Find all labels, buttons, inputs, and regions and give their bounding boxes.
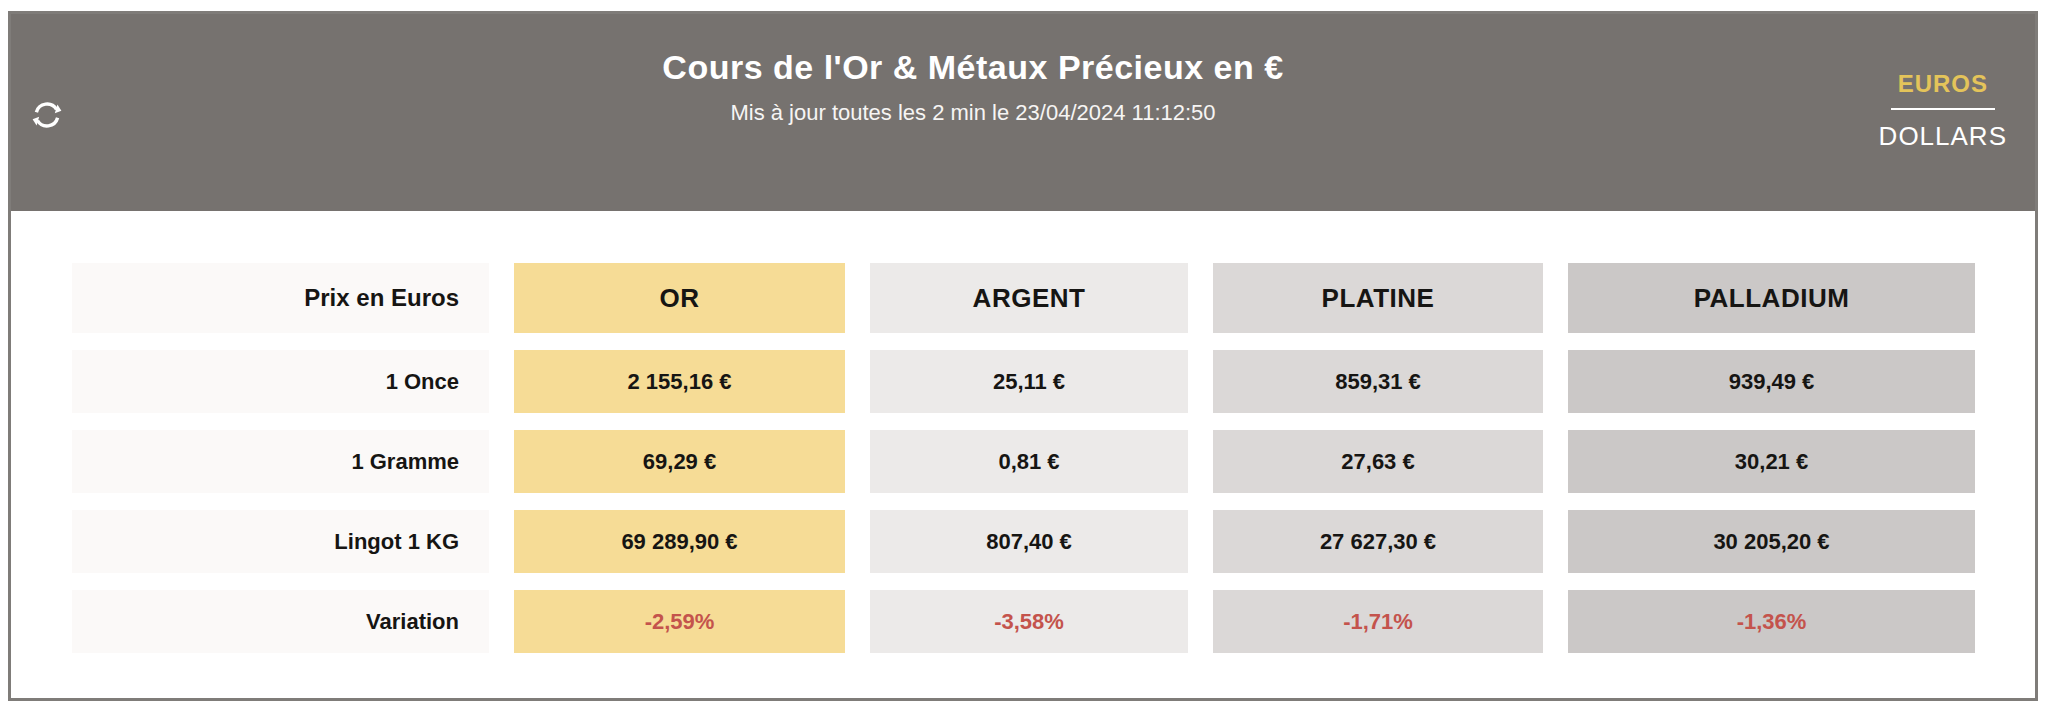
price-argent-once: 25,11 €	[870, 350, 1188, 413]
price-platine-gramme: 27,63 €	[1213, 430, 1543, 493]
col-header-platine: PLATINE	[1213, 263, 1543, 333]
price-platine-once: 859,31 €	[1213, 350, 1543, 413]
price-palladium-once: 939,49 €	[1568, 350, 1975, 413]
precious-metals-price-widget: Cours de l'Or & Métaux Précieux en € Mis…	[8, 11, 2038, 701]
row-label-lingot: Lingot 1 KG	[72, 510, 489, 573]
page-title: Cours de l'Or & Métaux Précieux en €	[0, 48, 1985, 87]
price-palladium-lingot: 30 205,20 €	[1568, 510, 1975, 573]
price-palladium-gramme: 30,21 €	[1568, 430, 1975, 493]
col-header-or: OR	[514, 263, 845, 333]
last-updated-text: Mis à jour toutes les 2 min le 23/04/202…	[0, 100, 1985, 126]
row-label-variation: Variation	[72, 590, 489, 653]
currency-divider	[1891, 108, 1995, 110]
price-argent-lingot: 807,40 €	[870, 510, 1188, 573]
row-label-once: 1 Once	[72, 350, 489, 413]
price-argent-gramme: 0,81 €	[870, 430, 1188, 493]
variation-platine: -1,71%	[1213, 590, 1543, 653]
price-table: Prix en Euros OR ARGENT PLATINE PALLADIU…	[11, 211, 2035, 653]
price-or-once: 2 155,16 €	[514, 350, 845, 413]
col-header-argent: ARGENT	[870, 263, 1188, 333]
corner-header-prix-en-euros: Prix en Euros	[72, 263, 489, 333]
variation-palladium: -1,36%	[1568, 590, 1975, 653]
price-or-gramme: 69,29 €	[514, 430, 845, 493]
currency-toggle: EUROS DOLLARS	[1879, 70, 2007, 152]
price-or-lingot: 69 289,90 €	[514, 510, 845, 573]
col-header-palladium: PALLADIUM	[1568, 263, 1975, 333]
row-label-gramme: 1 Gramme	[72, 430, 489, 493]
currency-option-dollars[interactable]: DOLLARS	[1879, 121, 2007, 152]
variation-argent: -3,58%	[870, 590, 1188, 653]
currency-option-euros[interactable]: EUROS	[1898, 70, 1988, 98]
header-title-block: Cours de l'Or & Métaux Précieux en € Mis…	[0, 14, 1985, 126]
price-platine-lingot: 27 627,30 €	[1213, 510, 1543, 573]
widget-header: Cours de l'Or & Métaux Précieux en € Mis…	[11, 14, 2035, 211]
variation-or: -2,59%	[514, 590, 845, 653]
